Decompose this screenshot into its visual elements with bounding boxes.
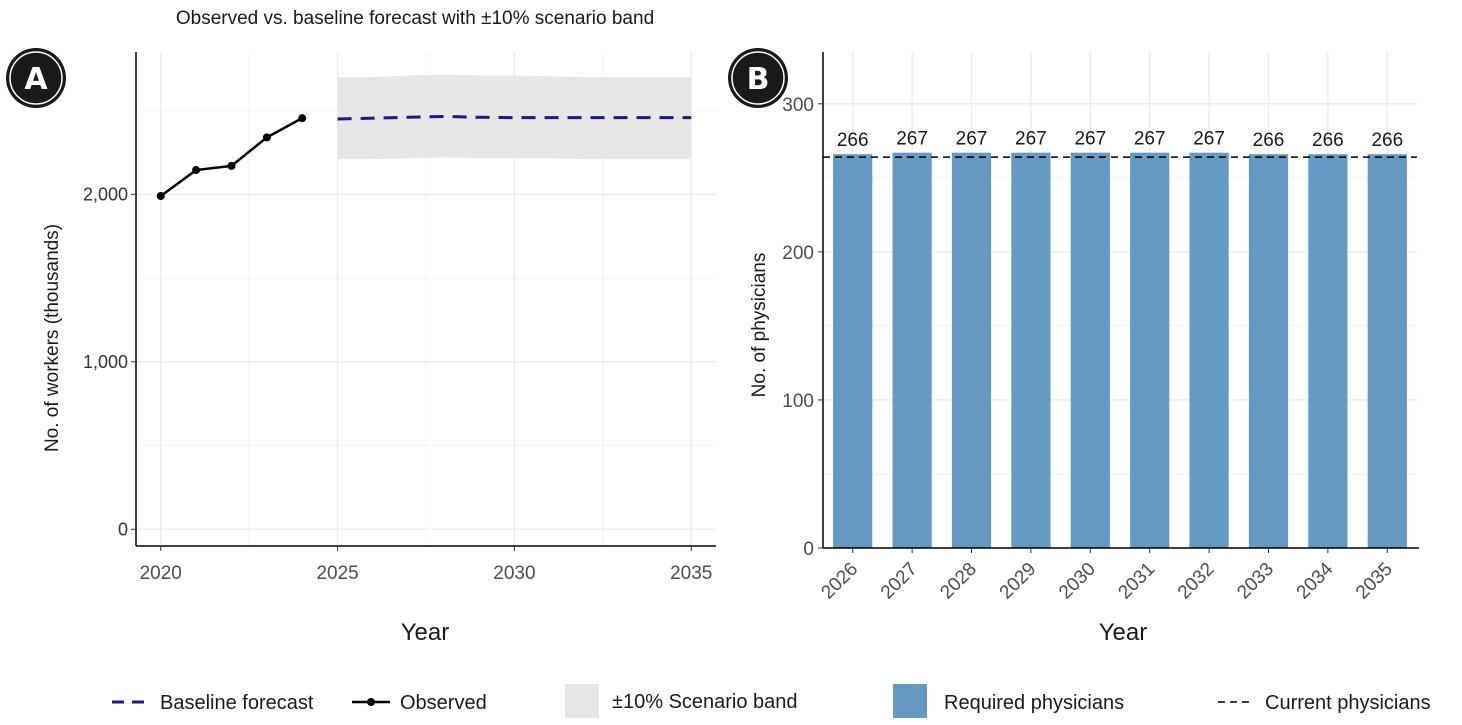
observed-point [227,161,236,170]
badge-b-ring [731,51,785,105]
legend-item-scenario-band: ±10% Scenario band [565,684,798,718]
y-tick-label: 200 [782,243,814,264]
x-tick-label: 2030 [493,563,535,584]
panel-a-ticks: 2020 2025 2030 2035 0 1,000 2,000 [83,184,712,584]
y-tick-label: 0 [803,539,814,560]
bar-data-label: 266 [1312,130,1344,151]
baseline-forecast-line [337,114,692,121]
legend-item-required-physicians: Required physicians [893,684,1124,718]
observed-point [298,114,307,123]
x-tick-label: 2029 [996,559,1041,604]
observed-line [160,117,303,198]
x-tick-label: 2027 [877,559,922,604]
x-tick-label: 2020 [140,563,182,584]
legend-label-scenario-band: ±10% Scenario band [612,691,798,713]
x-tick-label: 2025 [316,563,358,584]
badge-a-circle [6,48,66,108]
badge-b: B [728,48,788,108]
bar-data-label: 267 [1193,129,1225,150]
panel-b-bars [833,152,1407,548]
bar-data-label: 266 [837,130,869,151]
bar-data-label: 266 [1371,130,1403,151]
panel-a-x-label: Year [401,619,450,646]
legend-label-baseline-forecast: Baseline forecast [160,692,314,714]
bar [892,152,932,548]
panel-b-x-label: Year [1099,619,1148,646]
x-tick-label: 2035 [670,563,712,584]
observed-point [156,192,165,201]
x-tick-label: 2030 [1055,559,1100,604]
x-tick-label: 2032 [1174,559,1219,604]
panel-a: 2020 2025 2030 2035 0 1,000 2,000 Observed vs.… [42,8,716,646]
x-tick-label: 2028 [936,559,981,604]
bar-data-label: 267 [956,129,988,150]
bar-data-label: 267 [896,129,928,150]
legend-swatch-observed-point [367,698,375,706]
bar [951,152,992,548]
bar [1367,154,1407,548]
x-tick-label: 2035 [1352,559,1397,604]
legend: Baseline forecast Observed ±10% Scenario… [112,684,1431,718]
panel-b: 266 267 267 267 267 267 267 266 266 266 0 100 200 30… [749,52,1419,646]
observed-point [192,166,201,175]
panel-b-data-labels: 266 267 267 267 267 267 267 266 266 266 [837,129,1403,151]
bar [1308,154,1348,548]
observed-point [262,133,271,142]
badge-a-ring [9,51,63,105]
legend-label-observed: Observed [400,692,487,714]
legend-item-baseline-forecast: Baseline forecast [112,692,314,714]
panel-b-y-label: No. of physicians [749,253,770,398]
y-tick-label: 1,000 [83,352,128,372]
legend-label-required-physicians: Required physicians [944,692,1124,714]
x-tick-label: 2034 [1293,558,1338,603]
legend-item-current-physicians: Current physicians [1218,692,1431,714]
x-tick-label: 2026 [817,559,862,604]
bar-data-label: 267 [1015,129,1047,150]
observed-points [156,114,307,201]
bar [833,154,873,548]
bar-data-label: 267 [1074,129,1106,150]
legend-label-current-physicians: Current physicians [1265,692,1431,714]
badge-a-label: A [24,62,48,97]
bar [1130,152,1170,548]
badge-a: A [6,48,66,108]
y-tick-label: 100 [782,391,814,412]
bar-data-label: 267 [1134,129,1166,150]
badge-b-circle [728,48,788,108]
bar [1248,154,1289,548]
legend-swatch-required-physicians [893,684,927,718]
x-tick-label: 2033 [1233,559,1278,604]
x-tick-label: 2031 [1114,559,1159,604]
panel-a-title: Observed vs. baseline forecast with ±10%… [176,8,654,29]
bar [1070,152,1110,548]
scenario-band [337,74,692,160]
bar [1011,152,1051,548]
y-tick-label: 0 [118,519,128,539]
panel-a-y-label: No. of workers (thousands) [42,224,63,452]
bar [1189,152,1229,548]
badge-b-label: B [747,62,770,97]
legend-item-observed: Observed [352,692,487,714]
bar-data-label: 266 [1253,130,1285,151]
legend-swatch-scenario-band [565,684,599,718]
y-tick-label: 300 [782,95,814,116]
y-tick-label: 2,000 [83,184,128,204]
